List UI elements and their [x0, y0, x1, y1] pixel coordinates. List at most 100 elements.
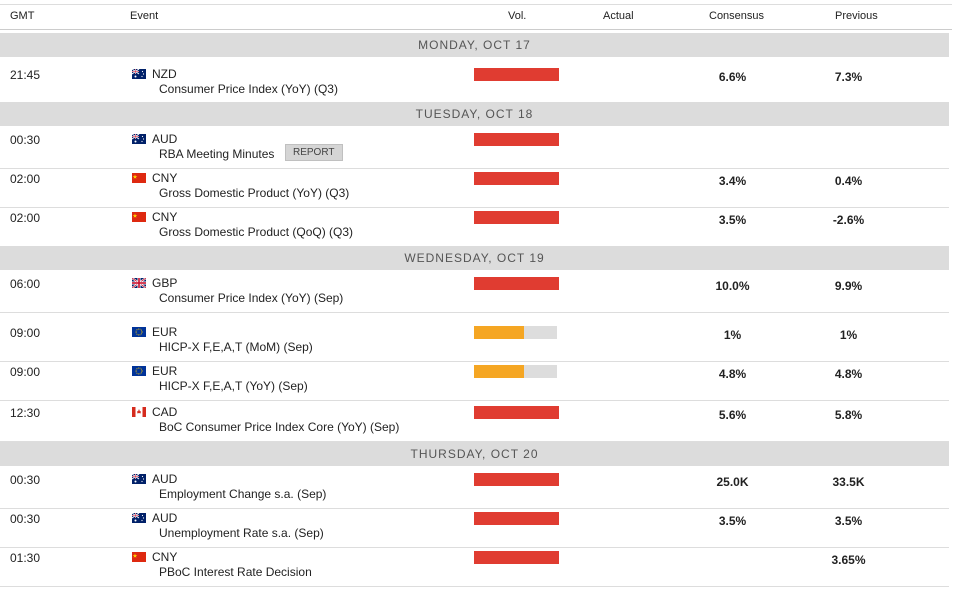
volatility-fill — [474, 133, 559, 146]
event-consensus: 6.6% — [718, 70, 747, 84]
event-previous: 7.3% — [834, 70, 863, 84]
event-consensus: 10.0% — [715, 279, 750, 293]
event-row[interactable]: 00:30 AUD Employment Change s.a. (Sep) 25.0… — [0, 469, 949, 509]
event-row[interactable]: 09:00 EUR HICP-X F,E,A,T (YoY) (Sep) 4.8% 4.… — [0, 361, 949, 401]
col-consensus[interactable]: Consensus — [709, 10, 765, 22]
event-row[interactable]: 00:30 AUD RBA Meeting Minutes REPORT — [0, 129, 949, 169]
col-gmt[interactable]: GMT — [10, 10, 35, 22]
event-previous: 5.8% — [834, 408, 863, 422]
volatility-bar — [474, 326, 559, 339]
volatility-bar — [474, 406, 559, 419]
eu-flag-icon — [132, 326, 146, 337]
event-currency: AUD — [152, 132, 178, 146]
event-consensus: 4.8% — [718, 367, 747, 381]
event-previous: 1% — [839, 328, 858, 342]
event-previous: 33.5K — [832, 475, 865, 489]
event-row[interactable]: 00:30 AUD Unemployment Rate s.a. (Sep) 3.5%… — [0, 508, 949, 548]
event-row[interactable]: 02:00 CNY Gross Domestic Product (QoQ) (Q3… — [0, 207, 949, 247]
event-row[interactable]: 12:30 CAD BoC Consumer Price Index Core (Y… — [0, 402, 949, 442]
au-flag-icon — [131, 68, 146, 79]
volatility-bar — [474, 211, 559, 224]
day-header: TUESDAY, OCT 18 — [0, 102, 949, 126]
col-actual[interactable]: Actual — [603, 10, 634, 22]
event-name[interactable]: Gross Domestic Product (QoQ) (Q3) — [159, 225, 354, 239]
event-time: 06:00 — [10, 277, 41, 291]
event-previous: 9.9% — [834, 279, 863, 293]
cn-flag-icon — [132, 172, 146, 183]
au-flag-icon — [131, 512, 146, 523]
event-time: 09:00 — [10, 365, 41, 379]
event-currency: AUD — [152, 472, 178, 486]
event-previous: 3.65% — [831, 553, 866, 567]
eu-flag-icon — [132, 365, 146, 376]
day-label: TUESDAY, OCT 18 — [415, 107, 534, 121]
event-consensus: 5.6% — [718, 408, 747, 422]
event-time: 00:30 — [10, 473, 41, 487]
event-row[interactable]: 02:00 CNY Gross Domestic Product (YoY) (Q3… — [0, 168, 949, 208]
event-name[interactable]: BoC Consumer Price Index Core (YoY) (Sep… — [159, 420, 400, 434]
event-name[interactable]: PBoC Interest Rate Decision — [159, 565, 312, 579]
event-currency: GBP — [152, 276, 178, 290]
event-time: 00:30 — [10, 512, 41, 526]
event-previous: 0.4% — [834, 174, 863, 188]
event-currency: EUR — [152, 364, 178, 378]
event-time: 21:45 — [10, 68, 41, 82]
day-header: WEDNESDAY, OCT 19 — [0, 246, 949, 270]
event-name[interactable]: Consumer Price Index (YoY) (Sep) — [159, 291, 344, 305]
col-event[interactable]: Event — [130, 10, 159, 22]
volatility-remainder — [524, 326, 557, 339]
cn-flag-icon — [132, 551, 146, 562]
event-currency: EUR — [152, 325, 178, 339]
event-name[interactable]: Consumer Price Index (YoY) (Q3) — [159, 82, 338, 96]
volatility-fill — [474, 68, 559, 81]
volatility-fill — [474, 326, 524, 339]
volatility-fill — [474, 406, 559, 419]
volatility-bar — [474, 172, 559, 185]
volatility-fill — [474, 277, 559, 290]
event-time: 01:30 — [10, 551, 41, 565]
volatility-bar — [474, 473, 559, 486]
gb-flag-icon — [131, 277, 147, 289]
event-name[interactable]: HICP-X F,E,A,T (MoM) (Sep) — [159, 340, 313, 354]
event-consensus: 25.0K — [716, 475, 749, 489]
event-row[interactable]: 09:00 EUR HICP-X F,E,A,T (MoM) (Sep) 1% 1% — [0, 322, 949, 362]
volatility-bar — [474, 512, 559, 525]
event-time: 02:00 — [10, 172, 41, 186]
event-name[interactable]: HICP-X F,E,A,T (YoY) (Sep) — [159, 379, 308, 393]
event-currency: CNY — [152, 210, 178, 224]
event-time: 02:00 — [10, 211, 41, 225]
event-name[interactable]: RBA Meeting Minutes — [159, 147, 275, 161]
volatility-fill — [474, 172, 559, 185]
volatility-bar — [474, 365, 559, 378]
event-name[interactable]: Gross Domestic Product (YoY) (Q3) — [159, 186, 350, 200]
day-header: MONDAY, OCT 17 — [0, 33, 949, 57]
ca-flag-icon — [132, 406, 146, 417]
event-previous: 3.5% — [834, 514, 863, 528]
day-label: THURSDAY, OCT 20 — [410, 447, 539, 461]
event-name[interactable]: Unemployment Rate s.a. (Sep) — [159, 526, 324, 540]
event-previous: 4.8% — [834, 367, 863, 381]
day-header: THURSDAY, OCT 20 — [0, 442, 949, 466]
volatility-bar — [474, 133, 559, 146]
event-previous: -2.6% — [832, 213, 865, 227]
report-badge[interactable]: REPORT — [285, 144, 343, 161]
col-previous[interactable]: Previous — [835, 10, 878, 22]
volatility-fill — [474, 211, 559, 224]
cn-flag-icon — [132, 211, 146, 222]
volatility-fill — [474, 551, 559, 564]
day-label: WEDNESDAY, OCT 19 — [404, 251, 545, 265]
event-row[interactable]: 06:00 GBP Consumer Price Index (YoY) (Sep)… — [0, 273, 949, 313]
event-currency: NZD — [152, 67, 177, 81]
day-label: MONDAY, OCT 17 — [418, 38, 531, 52]
event-name[interactable]: Employment Change s.a. (Sep) — [159, 487, 327, 501]
event-row[interactable]: 01:30 CNY PBoC Interest Rate Decision 3.65% — [0, 547, 949, 587]
col-vol[interactable]: Vol. — [508, 10, 527, 22]
event-currency: AUD — [152, 511, 178, 525]
au-flag-icon — [131, 473, 146, 484]
event-row[interactable]: 21:45 NZD Consumer Price Index (YoY) (Q3) 6… — [0, 64, 949, 104]
event-consensus: 3.4% — [718, 174, 747, 188]
event-consensus: 1% — [723, 328, 742, 342]
event-currency: CNY — [152, 171, 178, 185]
volatility-fill — [474, 473, 559, 486]
volatility-bar — [474, 551, 559, 564]
